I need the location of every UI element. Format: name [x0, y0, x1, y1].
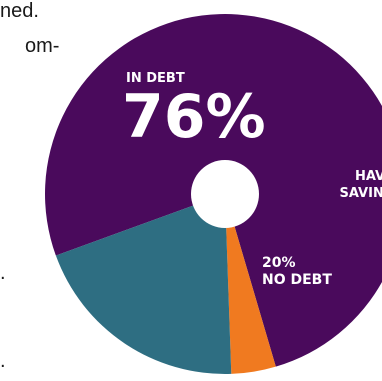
label-in-debt-value: 76%: [122, 82, 266, 152]
label-in-debt-title: IN DEBT: [126, 71, 185, 86]
side-text-line-4: .: [0, 350, 6, 372]
side-text-line-1: ned.: [0, 0, 39, 22]
slice-have-savings: [225, 194, 276, 374]
center-hole: [191, 160, 259, 228]
label-have-savings-line2: SAVING: [340, 186, 382, 201]
label-no-debt-value: 20%: [262, 255, 296, 271]
slice-no-debt: [55, 194, 232, 374]
side-text-column: ned. om- . .: [0, 0, 80, 381]
side-text-line-3: .: [0, 262, 6, 284]
side-text-line-2: om-: [25, 35, 60, 57]
label-no-debt-title: NO DEBT: [262, 272, 332, 288]
label-have-savings-line1: HAV: [355, 169, 382, 184]
